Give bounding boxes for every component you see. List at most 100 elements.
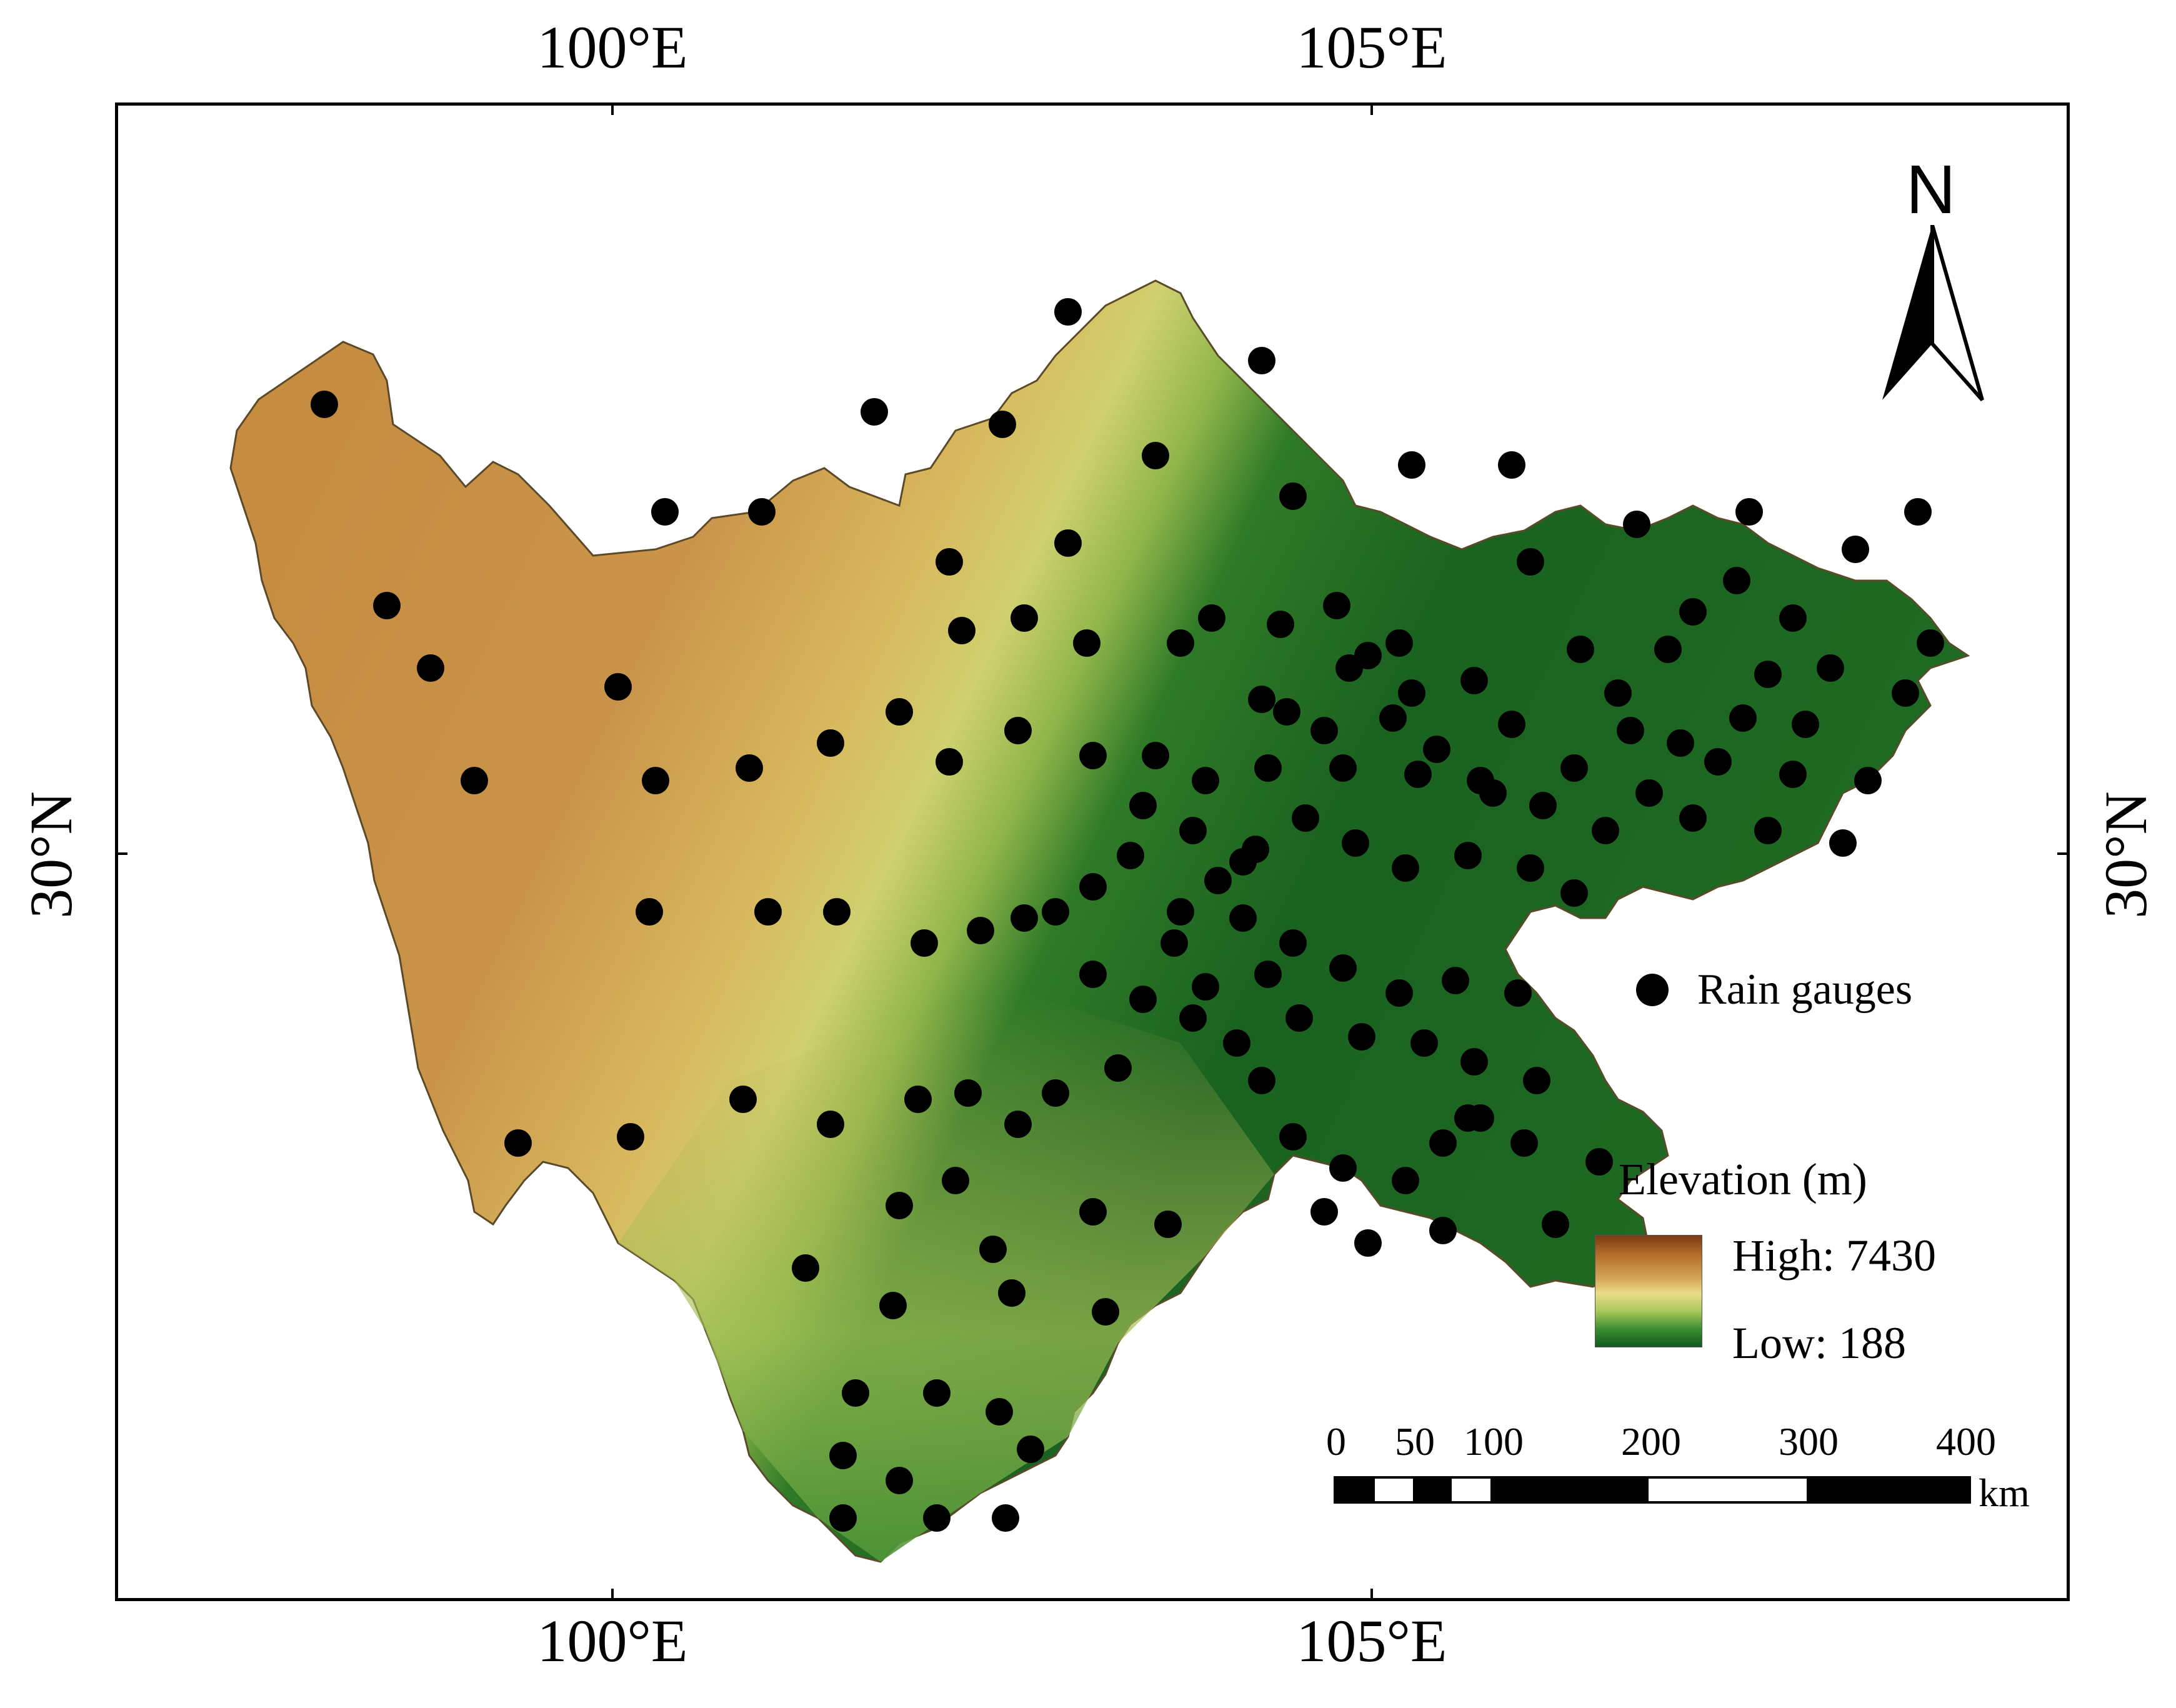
- tick-bottom-105e: [1370, 1589, 1373, 1601]
- scale-bar-segments: [1334, 1476, 1971, 1504]
- rain-gauge-point: [1079, 961, 1107, 988]
- rain-gauge-point: [1460, 667, 1488, 694]
- rain-gauge-point: [1142, 742, 1169, 769]
- rain-gauge-point: [1385, 629, 1413, 657]
- rain-gauge-point: [1592, 817, 1619, 844]
- rain-gauge-point: [1510, 1129, 1538, 1157]
- rain-gauge-point: [1092, 1298, 1119, 1326]
- rain-gauge-point: [1329, 1154, 1357, 1182]
- rain-gauge-point: [1142, 442, 1169, 469]
- rain-gauge-point: [1160, 929, 1188, 957]
- rain-gauge-point: [1154, 1211, 1182, 1238]
- rain-gauge-point: [1829, 829, 1857, 857]
- tick-bottom-100e: [611, 1589, 614, 1601]
- scale-tick-200: 200: [1621, 1419, 1681, 1464]
- rain-gauge-point: [1398, 451, 1425, 479]
- scale-tick-100: 100: [1464, 1419, 1524, 1464]
- rain-gauge-point: [1267, 611, 1294, 638]
- rain-gauge-point: [986, 1398, 1013, 1426]
- rain-gauge-point: [1392, 1167, 1419, 1194]
- rain-gauge-point: [1248, 347, 1275, 374]
- legend-rain-gauges-label: Rain gauges: [1697, 966, 1913, 1014]
- lon-label-bottom-105e: 105°E: [1296, 1607, 1447, 1674]
- rain-gauge-point: [1248, 1067, 1275, 1094]
- rain-gauge-point: [1560, 879, 1588, 907]
- rain-gauge-point: [1398, 679, 1425, 707]
- rain-gauge-point: [1667, 729, 1694, 757]
- rain-gauge-point: [1754, 817, 1782, 844]
- rain-gauge-point: [1229, 904, 1257, 932]
- rain-gauge-point: [1467, 1104, 1494, 1132]
- rain-gauge-point: [1323, 592, 1350, 619]
- rain-gauge-point: [642, 767, 669, 794]
- rain-gauge-point: [979, 1236, 1007, 1263]
- map-frame: [115, 102, 2070, 1601]
- rain-gauge-point: [829, 1442, 857, 1469]
- rain-gauges-layer: [311, 298, 1944, 1532]
- rain-gauge-point: [754, 898, 782, 926]
- rain-gauge-point: [1454, 842, 1482, 869]
- rain-gauge-point: [1498, 711, 1525, 738]
- rain-gauge-point: [989, 411, 1016, 438]
- rain-gauge-point: [729, 1086, 757, 1113]
- rain-gauge-point: [1104, 1054, 1132, 1082]
- lon-label-top-100e: 100°E: [537, 14, 688, 81]
- rain-gauge-point: [1117, 842, 1144, 869]
- rain-gauge-point: [936, 748, 963, 776]
- rain-gauge-point: [1404, 761, 1432, 788]
- tick-top-100e: [611, 102, 614, 115]
- rain-gauge-point: [1004, 1111, 1032, 1138]
- rain-gauge-point: [1429, 1217, 1457, 1244]
- rain-gauge-point: [1011, 904, 1038, 932]
- rain-gauge-point: [1723, 567, 1750, 594]
- scale-unit: km: [1979, 1471, 2030, 1515]
- rain-gauge-point: [904, 1086, 932, 1113]
- rain-gauge-point: [1517, 548, 1544, 576]
- rain-gauge-point: [617, 1123, 644, 1151]
- rain-gauge-point: [1279, 1123, 1307, 1151]
- elevation-color-ramp: [1595, 1235, 1702, 1347]
- rain-gauge-point: [1042, 898, 1069, 926]
- rain-gauge-point: [1079, 873, 1107, 901]
- rain-gauge-point: [842, 1379, 869, 1407]
- rain-gauge-point: [1917, 629, 1944, 657]
- lon-label-bottom-100e: 100°E: [537, 1607, 688, 1674]
- rain-gauge-point: [1310, 1198, 1338, 1226]
- rain-gauge-symbol: [1636, 974, 1669, 1006]
- rain-gauge-point: [1617, 717, 1644, 744]
- rain-gauge-point: [1011, 604, 1038, 632]
- rain-gauge-point: [1779, 761, 1807, 788]
- rain-gauge-point: [886, 1467, 913, 1494]
- rain-gauge-point: [1354, 1229, 1382, 1257]
- rain-gauge-point: [1192, 767, 1219, 794]
- rain-gauge-point: [1567, 636, 1594, 663]
- legend-elevation-title: Elevation (m): [1619, 1154, 1867, 1204]
- rain-gauge-point: [604, 673, 632, 701]
- north-arrow-icon: [1882, 225, 1984, 401]
- rain-gauge-point: [1792, 711, 1819, 738]
- rain-gauge-point: [1073, 629, 1100, 657]
- rain-gauge-point: [792, 1254, 819, 1282]
- rain-gauge-point: [1129, 792, 1157, 819]
- rain-gauge-point: [1079, 1198, 1107, 1226]
- rain-gauge-point: [954, 1079, 982, 1107]
- rain-gauge-point: [886, 698, 913, 726]
- rain-gauge-point: [748, 498, 776, 526]
- rain-gauge-point: [967, 917, 994, 944]
- rain-gauge-point: [1623, 511, 1650, 538]
- rain-gauge-point: [1735, 498, 1763, 526]
- rain-gauge-point: [936, 548, 963, 576]
- rain-gauge-point: [1704, 748, 1732, 776]
- rain-gauge-point: [879, 1292, 907, 1319]
- rain-gauge-point: [1854, 767, 1882, 794]
- rain-gauge-point: [1310, 717, 1338, 744]
- rain-gauge-point: [1254, 961, 1282, 988]
- rain-gauge-point: [1817, 654, 1844, 682]
- rain-gauge-point: [923, 1504, 951, 1532]
- legend-rain-gauges: Rain gauges: [1636, 965, 1912, 1015]
- rain-gauge-point: [948, 617, 976, 644]
- rain-gauge-point: [1504, 979, 1532, 1007]
- rain-gauge-point: [651, 498, 679, 526]
- scale-tick-400: 400: [1936, 1419, 1996, 1464]
- rain-gauge-point: [861, 398, 888, 426]
